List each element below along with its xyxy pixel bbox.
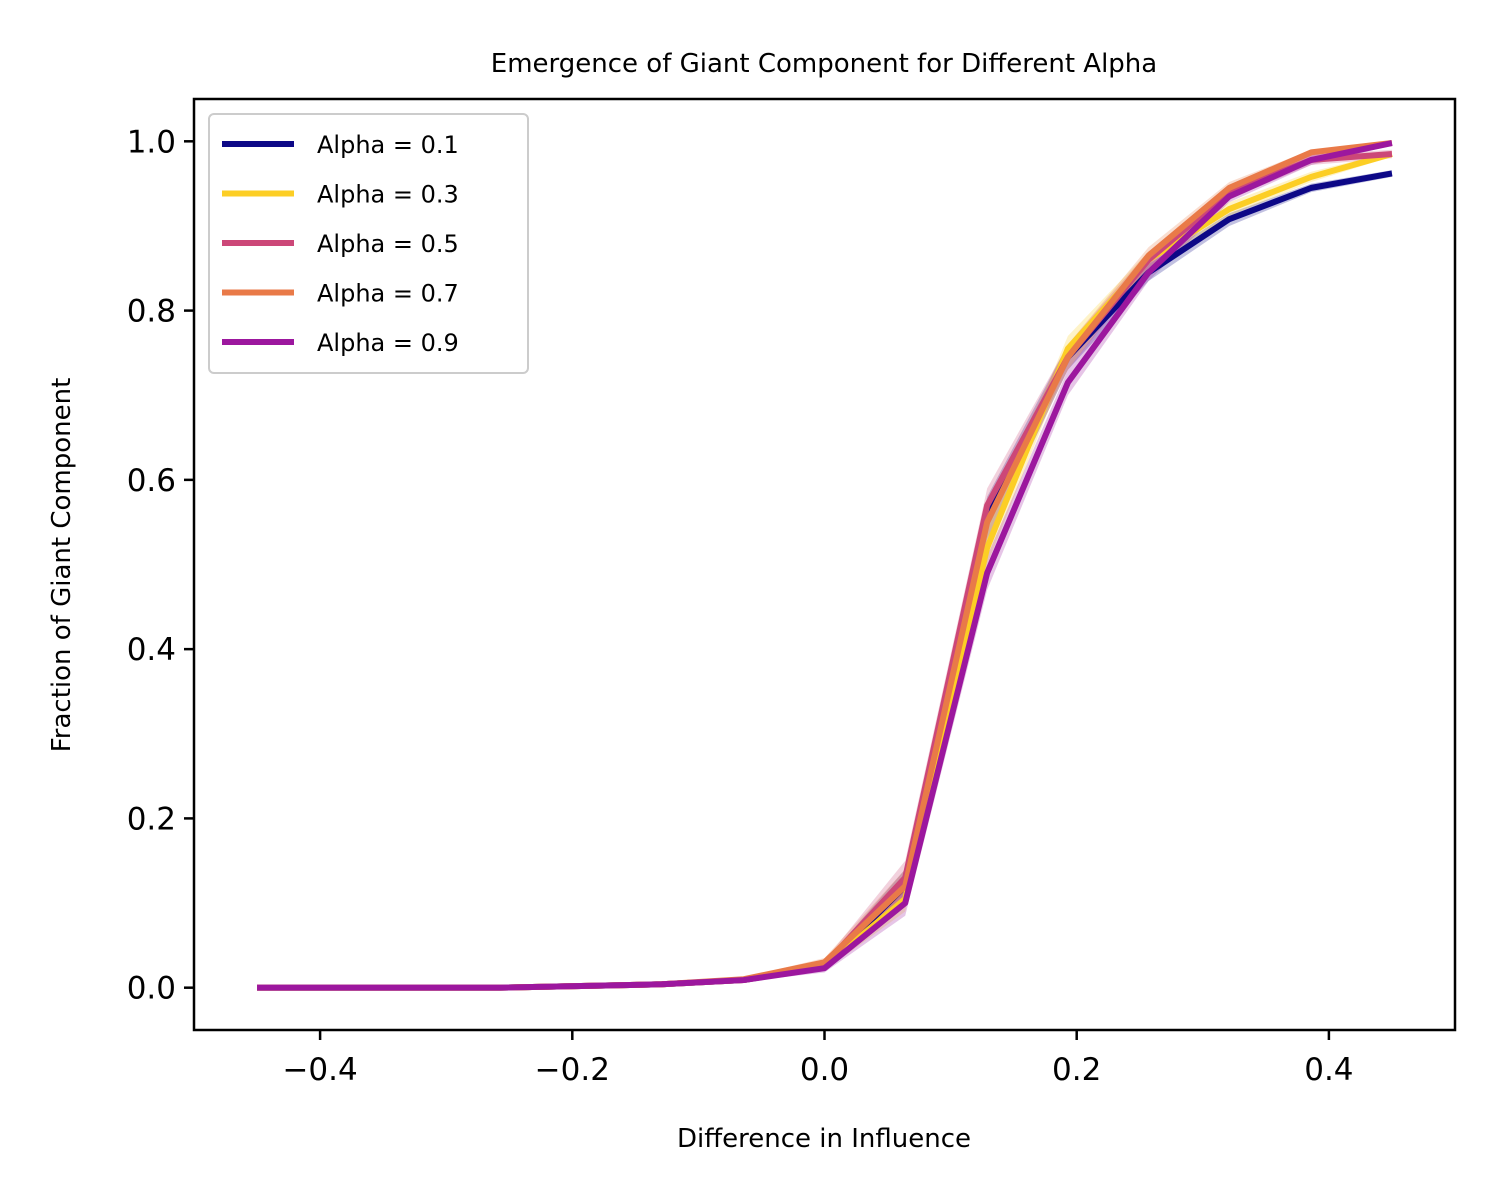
y-tick-label: 1.0 xyxy=(127,124,176,160)
legend-box xyxy=(208,113,529,374)
x-tick-label: 0.0 xyxy=(800,1052,849,1088)
legend-label-alpha-0-1: Alpha = 0.1 xyxy=(317,131,459,159)
legend-label-alpha-0-9: Alpha = 0.9 xyxy=(317,329,459,357)
y-tick-label: 0.0 xyxy=(127,971,176,1007)
line-alpha-0-9 xyxy=(257,140,1393,991)
legend: Alpha = 0.1 Alpha = 0.3 Alpha = 0.5 Alpha =… xyxy=(208,113,529,374)
y-axis-title: Fraction of Giant Component xyxy=(47,378,77,753)
y-tick-label: 0.4 xyxy=(127,632,176,668)
chart-title: Emergence of Giant Component for Differe… xyxy=(491,49,1157,79)
x-axis-ticks: −0.4 −0.2 0.0 0.2 0.4 xyxy=(282,1030,1354,1088)
x-axis-title: Difference in Influence xyxy=(677,1124,971,1154)
series-lines xyxy=(257,140,1393,991)
legend-label-alpha-0-3: Alpha = 0.3 xyxy=(317,181,459,209)
y-tick-label: 0.6 xyxy=(127,463,176,499)
legend-label-alpha-0-5: Alpha = 0.5 xyxy=(317,230,459,258)
legend-label-alpha-0-7: Alpha = 0.7 xyxy=(317,280,459,308)
x-tick-label: 0.4 xyxy=(1304,1052,1353,1088)
x-tick-label: 0.2 xyxy=(1052,1052,1101,1088)
y-tick-label: 0.8 xyxy=(127,294,176,330)
x-tick-label: −0.2 xyxy=(535,1052,610,1088)
y-axis-ticks: 0.0 0.2 0.4 0.6 0.8 1.0 xyxy=(127,124,194,1007)
x-tick-label: −0.4 xyxy=(282,1052,357,1088)
y-tick-label: 0.2 xyxy=(127,801,176,837)
